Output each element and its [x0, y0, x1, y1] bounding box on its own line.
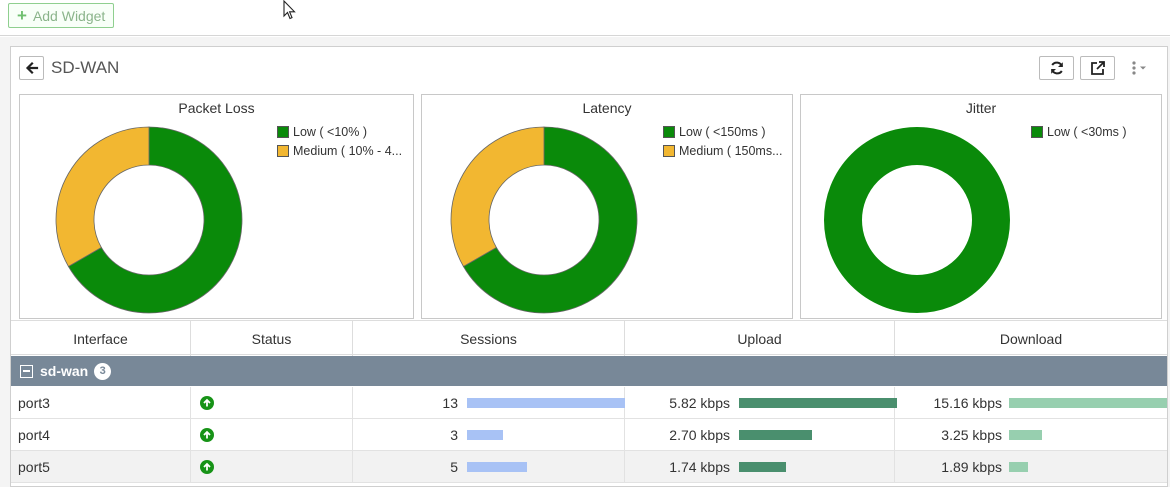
jitter-chart: Jitter Low ( <30ms ) [800, 94, 1162, 319]
table-row[interactable]: port4 3 2.70 kbps 3.25 kbps [11, 419, 1167, 451]
download-cell-bar [1009, 398, 1167, 408]
group-name: sd-wan [40, 363, 89, 379]
table-header: Interface Status Sessions Upload Downloa… [11, 320, 1167, 356]
legend-swatch-medium [277, 144, 289, 157]
download-cell: 3.25 kbps [895, 419, 1167, 450]
sessions-cell-value: 13 [442, 394, 458, 411]
legend-item-low[interactable]: Low ( <150ms ) [663, 122, 783, 141]
legend-swatch-low [277, 125, 289, 138]
arrow-left-icon [25, 61, 38, 75]
status-up-icon [200, 427, 214, 442]
table-row[interactable]: port5 5 1.74 kbps 1.89 kbps [11, 451, 1167, 483]
sessions-cell: 5 [353, 451, 625, 482]
donut-slice-medium[interactable] [450, 126, 545, 268]
status-cell [191, 387, 353, 418]
mouse-cursor-icon [283, 0, 296, 20]
dashboard-toolbar: + Add Widget [0, 0, 1170, 36]
donut-slice-low[interactable] [824, 127, 1010, 313]
interface-cell: port3 [11, 387, 191, 418]
sessions-cell-value: 3 [450, 426, 458, 443]
plus-icon: + [17, 6, 27, 25]
legend-label: Low ( <150ms ) [679, 124, 766, 139]
upload-cell-bar [739, 462, 786, 472]
legend-item-low[interactable]: Low ( <30ms ) [1031, 122, 1127, 141]
interface-cell: port5 [11, 451, 191, 482]
sessions-cell: 3 [353, 419, 625, 450]
column-header-download[interactable]: Download [999, 330, 1063, 347]
packet-loss-chart: Packet Loss Low ( <10% ) Medium ( 10% - … [19, 94, 414, 319]
status-up-icon [200, 459, 214, 474]
upload-cell: 2.70 kbps [625, 419, 895, 450]
legend-swatch-low [663, 125, 675, 138]
latency-donut [450, 126, 638, 314]
legend-swatch-medium [663, 144, 675, 157]
jitter-donut [824, 127, 1010, 313]
popout-button[interactable] [1080, 56, 1115, 80]
legend-label: Medium ( 10% - 4... [293, 143, 403, 158]
group-count-badge: 3 [94, 362, 112, 380]
sessions-cell-bar [467, 398, 625, 408]
collapse-icon[interactable] [20, 364, 33, 378]
legend-item-medium[interactable]: Medium ( 150ms... [663, 141, 783, 160]
upload-cell-value: 1.74 kbps [669, 458, 730, 475]
upload-cell: 5.82 kbps [625, 387, 897, 418]
column-header-interface[interactable]: Interface [11, 321, 191, 356]
donut-slice-low[interactable] [67, 126, 243, 314]
upload-cell-value: 2.70 kbps [669, 426, 730, 443]
latency-chart: Latency Low ( <150ms ) Medium ( 150ms... [421, 94, 793, 319]
chart-legend: Low ( <10% ) Medium ( 10% - 4... [277, 122, 402, 160]
donut-slice-medium[interactable] [55, 126, 150, 268]
sessions-cell: 13 [353, 387, 625, 418]
legend-item-medium[interactable]: Medium ( 10% - 4... [277, 141, 402, 160]
download-cell-bar [1009, 430, 1042, 440]
interface-cell: port4 [11, 419, 191, 450]
chart-legend: Low ( <30ms ) [1031, 122, 1127, 141]
refresh-button[interactable] [1039, 56, 1074, 80]
download-cell-value: 1.89 kbps [941, 458, 1002, 475]
status-cell [191, 419, 353, 450]
refresh-icon [1050, 61, 1063, 75]
table-row[interactable]: port3 13 5.82 kbps 15.16 kbps [11, 387, 1167, 419]
chart-title: Jitter [965, 100, 997, 116]
upload-cell: 1.74 kbps [625, 451, 895, 482]
chart-title: Latency [582, 100, 632, 116]
vertical-dots-menu-icon [1132, 61, 1146, 75]
sessions-cell-value: 5 [450, 458, 458, 475]
back-button[interactable] [19, 56, 44, 80]
add-widget-label: Add Widget [32, 7, 106, 24]
packet-loss-donut [55, 126, 243, 314]
chart-title: Packet Loss [178, 100, 255, 116]
widget-title: SD-WAN [51, 58, 120, 77]
legend-label: Low ( <10% ) [293, 124, 367, 139]
upload-cell-bar [739, 430, 812, 440]
chart-legend: Low ( <150ms ) Medium ( 150ms... [663, 122, 783, 160]
legend-swatch-low [1031, 125, 1043, 138]
legend-label: Low ( <30ms ) [1047, 124, 1127, 139]
download-cell: 15.16 kbps [895, 387, 1167, 418]
download-cell: 1.89 kbps [895, 451, 1167, 482]
sessions-cell-bar [467, 430, 503, 440]
external-link-icon [1090, 61, 1105, 75]
sessions-cell-bar [467, 462, 527, 472]
column-header-status[interactable]: Status [191, 321, 353, 356]
sdwan-widget: SD-WAN Packet Loss Low ( <10% [10, 46, 1168, 487]
add-widget-button[interactable]: + Add Widget [8, 3, 115, 28]
group-row-sd-wan[interactable]: sd-wan 3 [11, 356, 1167, 386]
legend-label: Medium ( 150ms... [679, 143, 783, 158]
download-cell-value: 15.16 kbps [933, 394, 1003, 411]
more-options-button[interactable] [1125, 56, 1155, 80]
status-cell [191, 451, 353, 482]
upload-cell-bar [739, 398, 897, 408]
column-header-upload[interactable]: Upload [625, 321, 895, 356]
donut-slice-low[interactable] [462, 126, 638, 314]
upload-cell-value: 5.82 kbps [669, 394, 730, 411]
legend-item-low[interactable]: Low ( <10% ) [277, 122, 402, 141]
download-cell-bar [1009, 462, 1028, 472]
status-up-icon [200, 395, 214, 410]
download-cell-value: 3.25 kbps [941, 426, 1002, 443]
column-header-sessions[interactable]: Sessions [353, 321, 625, 356]
